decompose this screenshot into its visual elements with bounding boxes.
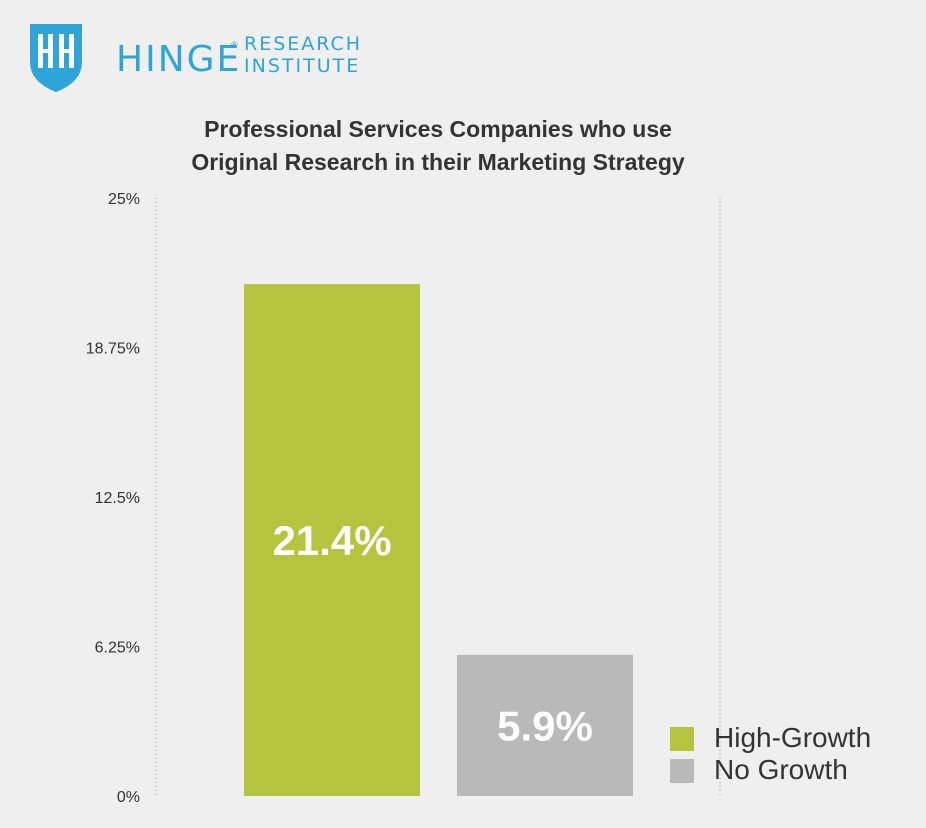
- chart-title-line-2: Original Research in their Marketing Str…: [191, 149, 685, 175]
- hinge-logo: HINGE ® RESEARCH INSTITUTE: [26, 20, 366, 94]
- bar-no-growth: [457, 654, 633, 796]
- legend-label-high-growth: High-Growth: [714, 722, 872, 753]
- legend-item-high-growth: High-Growth: [670, 722, 900, 754]
- brand-line-research: RESEARCH: [244, 33, 363, 55]
- y-tick-label: 6.25%: [95, 640, 140, 657]
- legend-label-no-growth: No Growth: [714, 754, 848, 785]
- y-tick-label: 0%: [117, 789, 140, 806]
- brand-name: HINGE: [116, 39, 242, 80]
- shield-icon: [30, 24, 82, 92]
- registered-mark: ®: [231, 40, 238, 50]
- y-tick-label: 18.75%: [86, 341, 140, 358]
- chart-legend: High-Growth No Growth: [670, 722, 900, 786]
- chart-title-line-1: Professional Services Companies who use: [204, 116, 672, 142]
- bar-high-growth: [244, 284, 420, 796]
- data-label-no-growth: 5.9%: [497, 702, 593, 749]
- data-label-high-growth: 21.4%: [272, 517, 391, 564]
- brand-line-institute: INSTITUTE: [244, 55, 361, 77]
- legend-swatch-high-growth: [670, 727, 694, 751]
- legend-item-no-growth: No Growth: [670, 754, 900, 786]
- y-tick-label: 25%: [108, 191, 140, 208]
- legend-swatch-no-growth: [670, 759, 694, 783]
- y-tick-label: 12.5%: [95, 490, 140, 507]
